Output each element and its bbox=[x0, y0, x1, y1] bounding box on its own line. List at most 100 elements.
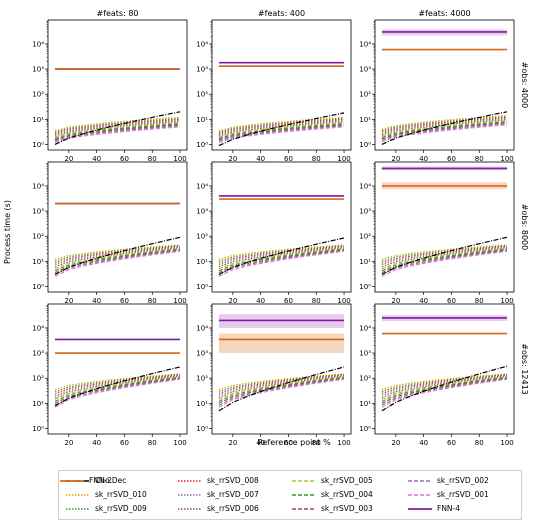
series-sk_rrSVD_009 bbox=[54, 373, 181, 393]
x-tick-label: 40 bbox=[256, 155, 265, 163]
y-tick-label: 10³ bbox=[32, 66, 44, 74]
series-sk_rrSVD_007 bbox=[54, 246, 181, 266]
x-tick-label: 20 bbox=[391, 155, 400, 163]
legend-label: sk_rrSVD_009 bbox=[95, 504, 147, 513]
series-Cho.Dec bbox=[218, 112, 345, 147]
series-sk_rrSVD_007 bbox=[218, 375, 345, 397]
legend-swatch bbox=[292, 480, 316, 482]
series-Cho.Dec bbox=[381, 111, 508, 145]
series-sk_rrSVD_010 bbox=[218, 116, 345, 132]
x-tick-label: 60 bbox=[120, 439, 129, 447]
series-sk_rrSVD_007 bbox=[381, 246, 508, 266]
x-tick-label: 80 bbox=[475, 439, 484, 447]
series-sk_rrSVD_009 bbox=[218, 245, 345, 262]
series-sk_rrSVD_009 bbox=[54, 117, 181, 133]
x-tick-label: 60 bbox=[447, 155, 456, 163]
x-tick-label: 40 bbox=[92, 439, 101, 447]
y-tick-label: 10⁴ bbox=[359, 182, 371, 190]
row-title: #obs: 12413 bbox=[520, 343, 529, 395]
y-tick-label: 10¹ bbox=[32, 400, 44, 408]
x-tick-label: 100 bbox=[337, 297, 350, 305]
x-tick-label: 20 bbox=[64, 297, 73, 305]
legend-label: FNN-2 bbox=[89, 476, 113, 485]
series-sk_rrSVD_010 bbox=[218, 244, 345, 260]
y-tick-label: 10⁴ bbox=[196, 182, 208, 190]
series-sk_rrSVD_008 bbox=[54, 374, 181, 395]
series-sk_rrSVD_006 bbox=[54, 375, 181, 399]
legend-label: sk_rrSVD_007 bbox=[207, 490, 259, 499]
series-sk_rrSVD_006 bbox=[54, 247, 181, 268]
series-sk_rrSVD_009 bbox=[381, 116, 508, 132]
y-tick-label: 10² bbox=[196, 233, 208, 241]
panel-2-1: 20 40 60 80 100 10⁰ 10¹ 10² 10³ 10⁴ bbox=[196, 303, 352, 447]
x-axis-label: Reference point % bbox=[257, 438, 331, 447]
series-sk_rrSVD_010 bbox=[54, 244, 181, 260]
series-sk_rrSVD_009 bbox=[218, 117, 345, 133]
legend-label: sk_rrSVD_002 bbox=[437, 476, 489, 485]
x-tick-label: 60 bbox=[284, 297, 293, 305]
panel-2-2: 20 40 60 80 100 10⁰ 10¹ 10² 10³ 10⁴ #obs: 12413 bbox=[359, 303, 529, 447]
series-sk_rrSVD_008 bbox=[218, 374, 345, 395]
x-tick-label: 20 bbox=[228, 155, 237, 163]
x-tick-label: 100 bbox=[337, 439, 350, 447]
axes-frame bbox=[211, 161, 352, 293]
panel-0-1: 20 40 60 80 100 10⁰ 10¹ 10² 10³ 10⁴ #feats: 400 bbox=[196, 9, 352, 163]
series-sk_rrSVD_008 bbox=[218, 245, 345, 264]
series-sk_rrSVD_003 bbox=[54, 124, 181, 141]
x-tick-label: 100 bbox=[500, 297, 513, 305]
x-tick-label: 20 bbox=[391, 439, 400, 447]
x-tick-label: 60 bbox=[284, 155, 293, 163]
x-tick-label: 40 bbox=[256, 297, 265, 305]
y-tick-label: 10² bbox=[359, 375, 371, 383]
panel-0-2: 20 40 60 80 100 10⁰ 10¹ 10² 10³ 10⁴ #feats: 4000 #o… bbox=[359, 9, 529, 163]
series-sk_rrSVD_006 bbox=[381, 375, 508, 399]
series-sk_rrSVD_002 bbox=[381, 123, 508, 141]
y-tick-label: 10⁴ bbox=[32, 182, 44, 190]
x-tick-label: 20 bbox=[64, 155, 73, 163]
legend-label: Cho.Dec bbox=[95, 476, 127, 485]
series-Cho.Dec bbox=[381, 365, 508, 412]
y-tick-label: 10⁴ bbox=[32, 324, 44, 332]
y-tick-label: 10⁰ bbox=[196, 425, 208, 433]
series-sk_rrSVD_006 bbox=[218, 247, 345, 268]
x-tick-label: 20 bbox=[64, 439, 73, 447]
x-tick-label: 80 bbox=[475, 155, 484, 163]
fnn2-band bbox=[218, 333, 345, 354]
y-tick-label: 10⁰ bbox=[32, 141, 44, 149]
x-tick-label: 80 bbox=[475, 297, 484, 305]
series-sk_rrSVD_006 bbox=[218, 375, 345, 399]
legend-label: sk_rrSVD_001 bbox=[437, 490, 489, 499]
y-tick-label: 10¹ bbox=[32, 116, 44, 124]
x-tick-label: 60 bbox=[120, 155, 129, 163]
legend-swatch bbox=[408, 480, 432, 482]
series-sk_rrSVD_010 bbox=[381, 115, 508, 130]
series-Cho.Dec bbox=[54, 366, 181, 407]
legend-swatch bbox=[60, 480, 84, 482]
panel-1-1: 20 40 60 80 100 10⁰ 10¹ 10² 10³ 10⁴ bbox=[196, 161, 352, 305]
series-sk_rrSVD_008 bbox=[381, 117, 508, 133]
y-tick-label: 10³ bbox=[32, 350, 44, 358]
y-tick-label: 10³ bbox=[359, 66, 371, 74]
series-sk_rrSVD_005 bbox=[218, 122, 345, 138]
series-sk_rrSVD_010 bbox=[381, 244, 508, 260]
series-sk_rrSVD_010 bbox=[54, 373, 181, 391]
x-tick-label: 60 bbox=[447, 439, 456, 447]
x-tick-label: 80 bbox=[312, 297, 321, 305]
y-tick-label: 10⁴ bbox=[196, 40, 208, 48]
x-tick-label: 100 bbox=[500, 155, 513, 163]
y-tick-label: 10¹ bbox=[196, 400, 208, 408]
y-tick-label: 10² bbox=[196, 91, 208, 99]
series-Cho.Dec bbox=[54, 236, 181, 275]
series-sk_rrSVD_007 bbox=[218, 119, 345, 136]
y-tick-label: 10³ bbox=[32, 208, 44, 216]
x-tick-label: 40 bbox=[419, 155, 428, 163]
legend-swatch bbox=[408, 508, 432, 510]
x-tick-label: 80 bbox=[312, 439, 321, 447]
legend-label: sk_rrSVD_003 bbox=[321, 504, 373, 513]
legend-label: sk_rrSVD_010 bbox=[95, 490, 147, 499]
x-tick-label: 60 bbox=[120, 297, 129, 305]
legend-swatch bbox=[66, 494, 90, 496]
series-Cho.Dec bbox=[218, 237, 345, 275]
panel-1-2: 20 40 60 80 100 10⁰ 10¹ 10² 10³ 10⁴ #obs: 8000 bbox=[359, 161, 529, 305]
y-tick-label: 10¹ bbox=[359, 400, 371, 408]
